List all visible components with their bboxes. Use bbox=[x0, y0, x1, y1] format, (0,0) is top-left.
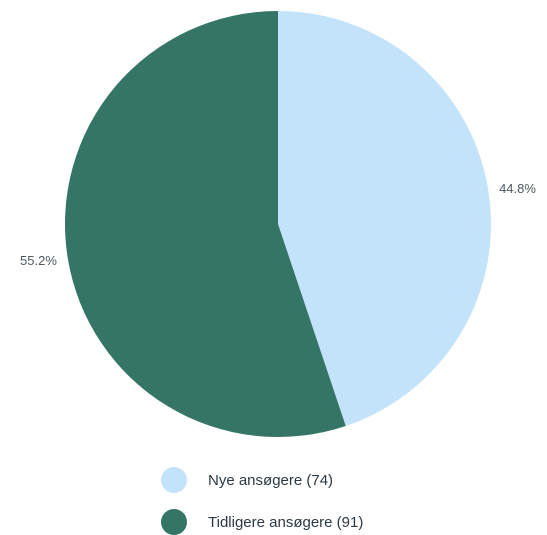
legend-item-nye-ansogere: Nye ansøgere (74) bbox=[161, 467, 333, 493]
slice-label-tidligere-ansogere: 55.2% bbox=[20, 253, 57, 268]
legend-item-tidligere-ansogere: Tidligere ansøgere (91) bbox=[161, 509, 363, 535]
legend-label: Tidligere ansøgere (91) bbox=[208, 514, 363, 531]
pie-slice-nye-ansogere bbox=[278, 11, 492, 426]
pie-slices bbox=[65, 11, 492, 437]
legend-swatch bbox=[161, 467, 187, 493]
pie-slice-tidligere-ansogere bbox=[65, 11, 346, 437]
legend-swatch bbox=[161, 509, 187, 535]
legend-label: Nye ansøgere (74) bbox=[208, 472, 333, 489]
legend: Nye ansøgere (74) Tidligere ansøgere (91) bbox=[161, 467, 363, 535]
slice-labels: 44.8% 55.2% bbox=[20, 181, 536, 268]
slice-label-nye-ansogere: 44.8% bbox=[499, 181, 536, 196]
